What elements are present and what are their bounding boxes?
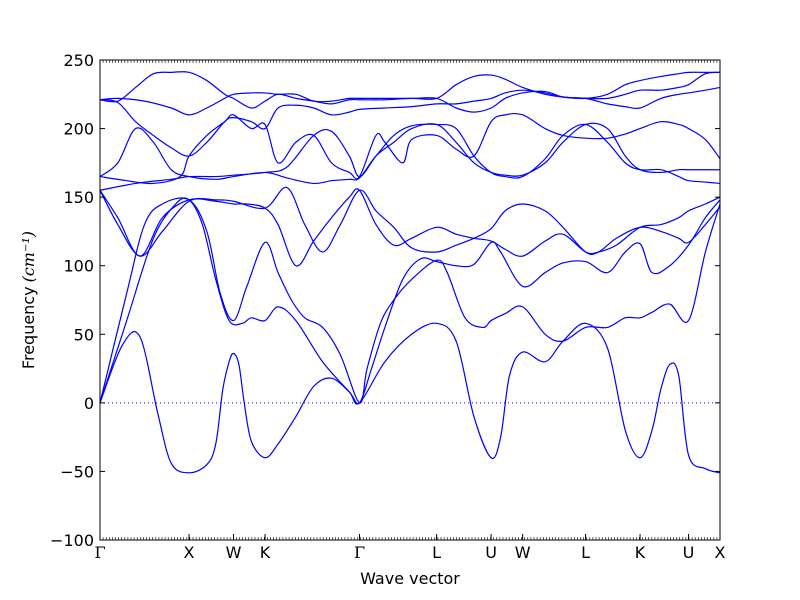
y-tick-label: 200 bbox=[63, 120, 94, 139]
y-tick-label: 100 bbox=[63, 257, 94, 276]
phonon-branch-9 bbox=[100, 71, 720, 109]
phonon-branch-10 bbox=[100, 71, 720, 157]
phonon-branch-3 bbox=[100, 197, 720, 404]
phonon-branch-2 bbox=[100, 197, 720, 405]
y-axis: −100 −50 0 50 100 150 200 250 bbox=[50, 51, 720, 550]
y-tick-label: 0 bbox=[84, 394, 94, 413]
y-tick-label: −50 bbox=[60, 462, 94, 481]
y-tick-label: 50 bbox=[74, 325, 94, 344]
x-axis-label: Wave vector bbox=[360, 569, 460, 588]
x-tick-label: Γ bbox=[354, 543, 365, 562]
y-tick-label: 150 bbox=[63, 188, 94, 207]
x-tick-label: K bbox=[635, 543, 646, 562]
phonon-branch-7 bbox=[100, 122, 720, 185]
phonon-branch-4 bbox=[100, 188, 720, 267]
phonon-branch-11 bbox=[100, 86, 720, 116]
series-lines bbox=[100, 71, 720, 474]
x-tick-label: U bbox=[683, 543, 695, 562]
x-tick-label: X bbox=[715, 543, 726, 562]
x-tick-label: W bbox=[226, 543, 242, 562]
y-axis-label: Frequency (cm⁻¹) bbox=[19, 231, 38, 369]
x-tick-label: U bbox=[485, 543, 497, 562]
x-tick-label: L bbox=[581, 543, 590, 562]
x-tick-label: L bbox=[432, 543, 441, 562]
y-axis-label-unit: (cm⁻¹) bbox=[19, 231, 38, 282]
phonon-branch-5 bbox=[100, 186, 720, 257]
phonon-branch-1 bbox=[100, 322, 720, 474]
x-tick-label: K bbox=[260, 543, 271, 562]
y-axis-label-text: Frequency bbox=[19, 286, 38, 369]
y-tick-label: 250 bbox=[63, 51, 94, 70]
x-tick-label: W bbox=[515, 543, 531, 562]
y-tick-label: −100 bbox=[50, 531, 94, 550]
x-tick-label: X bbox=[184, 543, 195, 562]
x-tick-label: Γ bbox=[94, 543, 105, 562]
